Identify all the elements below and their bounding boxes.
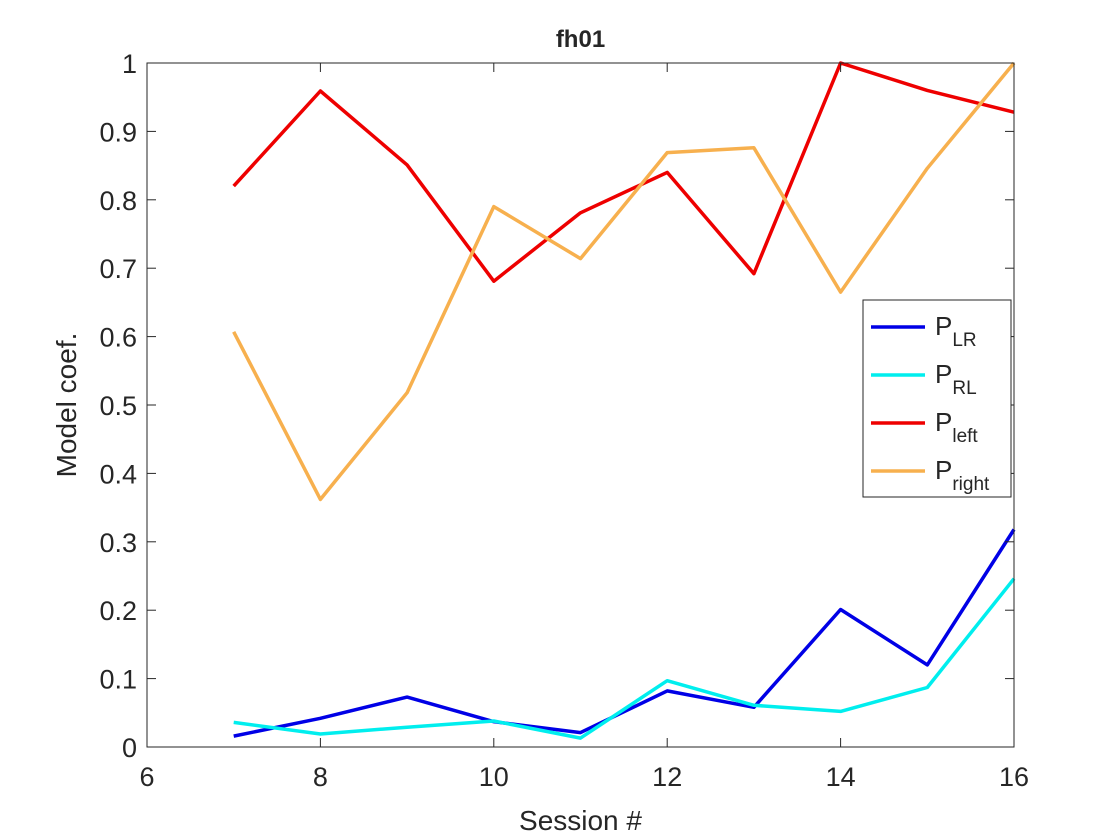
x-tick-label: 14 — [826, 762, 856, 792]
series-line-lr — [233, 528, 1016, 738]
y-tick-label: 0.6 — [99, 323, 137, 353]
y-tick-label: 0.4 — [99, 459, 137, 489]
x-tick-label: 10 — [479, 762, 509, 792]
y-tick-label: 0 — [122, 733, 137, 763]
y-tick-label: 0.9 — [99, 117, 137, 147]
legend-label-subscript: right — [952, 474, 990, 495]
y-tick-label: 0.3 — [99, 528, 137, 558]
y-tick-label: 0.1 — [99, 665, 137, 695]
x-tick-label: 6 — [139, 762, 154, 792]
series-line-rl — [233, 577, 1016, 740]
y-axis-label: Model coef. — [51, 333, 82, 478]
series-layer — [232, 61, 1016, 740]
y-tick-label: 0.7 — [99, 254, 137, 284]
legend-box — [862, 299, 1012, 498]
y-tick-label: 1 — [122, 49, 137, 79]
series-line-left — [232, 61, 1015, 283]
legend-label-subscript: left — [952, 426, 978, 447]
series-line-right — [232, 61, 1016, 502]
legend-label-subscript: LR — [952, 330, 976, 351]
y-tick-label: 0.8 — [99, 186, 137, 216]
y-tick-label: 0.2 — [99, 596, 137, 626]
x-axis-label: Session # — [519, 805, 642, 836]
x-tick-label: 8 — [313, 762, 328, 792]
y-tick-label: 0.5 — [99, 391, 137, 421]
legend-label-subscript: RL — [952, 378, 976, 399]
x-tick-label: 12 — [652, 762, 682, 792]
chart-title: fh01 — [556, 26, 605, 53]
x-tick-label: 16 — [999, 762, 1029, 792]
axes-layer: 6 8 10 12 14 16 0 0.1 0.2 0.3 0.4 0.5 0.6 0.7 0.8 0.9 1 — [99, 49, 1029, 792]
